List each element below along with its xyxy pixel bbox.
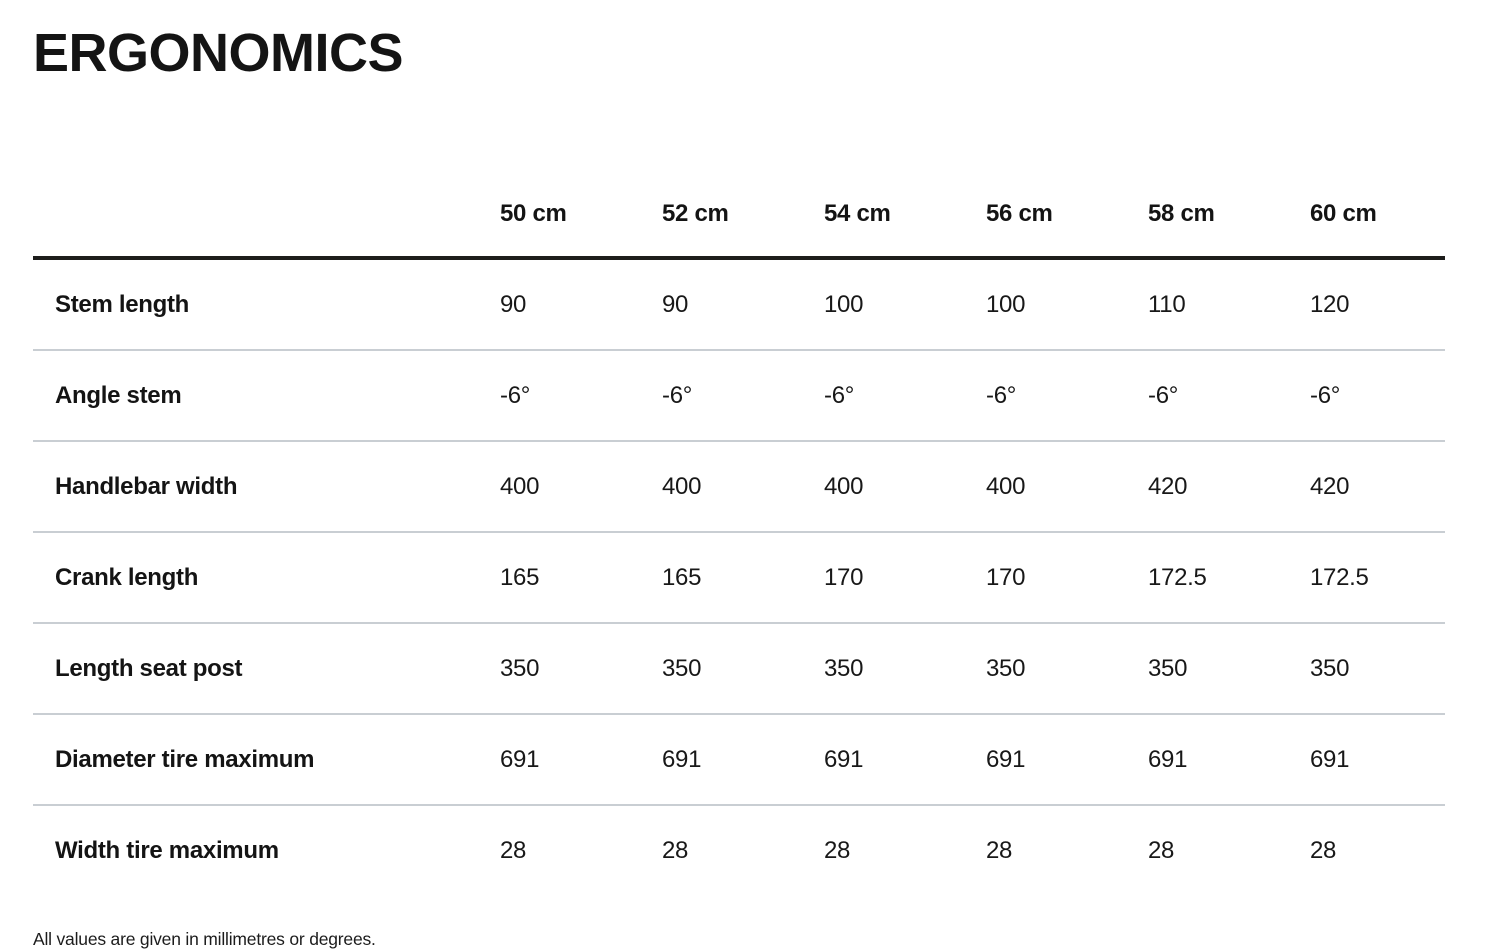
header-size-50: 50 cm — [498, 142, 660, 261]
spec-value: 691 — [1308, 714, 1445, 807]
row-label: Stem length — [33, 258, 498, 352]
spec-value: -6° — [498, 350, 660, 443]
spec-value: 350 — [1146, 623, 1308, 716]
spec-value: 691 — [822, 714, 984, 807]
header-size-52: 52 cm — [660, 142, 822, 261]
spec-value: 100 — [822, 258, 984, 352]
spec-value: 691 — [498, 714, 660, 807]
row-label: Handlebar width — [33, 441, 498, 534]
row-label: Width tire maximum — [55, 836, 279, 864]
spec-value: 350 — [984, 623, 1146, 716]
page-title: ERGONOMICS — [33, 23, 404, 83]
spec-value: -6° — [660, 350, 822, 443]
spec-value: 420 — [1146, 441, 1308, 534]
spec-value: 170 — [822, 532, 984, 625]
spec-value: 28 — [986, 836, 1013, 864]
table-row-handlebar-width: Handlebar width 400 400 400 400 420 420 — [33, 441, 1445, 534]
table-row-width-tire-maximum: Width tire maximum 28 28 28 28 28 28 — [33, 805, 1445, 895]
spec-value: 350 — [498, 623, 660, 716]
spec-value: 172.5 — [1308, 532, 1445, 625]
spec-value: 28 — [1310, 836, 1337, 864]
spec-value: 691 — [984, 714, 1146, 807]
spec-value: 350 — [1308, 623, 1445, 716]
spec-value: 400 — [660, 441, 822, 534]
row-label: Angle stem — [33, 350, 498, 443]
table-header-row: 50 cm 52 cm 54 cm 56 cm 58 cm 60 cm — [33, 142, 1445, 261]
spec-value: 420 — [1308, 441, 1445, 534]
spec-value: 28 — [500, 836, 527, 864]
table-row-crank-length: Crank length 165 165 170 170 172.5 172.5 — [33, 532, 1445, 625]
spec-value: 28 — [662, 836, 689, 864]
table-row-angle-stem: Angle stem -6° -6° -6° -6° -6° -6° — [33, 350, 1445, 443]
spec-value: 350 — [822, 623, 984, 716]
spec-value: 28 — [1148, 836, 1175, 864]
spec-value: 165 — [498, 532, 660, 625]
spec-value: 28 — [824, 836, 851, 864]
row-label: Length seat post — [33, 623, 498, 716]
header-size-56: 56 cm — [984, 142, 1146, 261]
spec-value: 120 — [1308, 258, 1445, 352]
spec-value: 400 — [984, 441, 1146, 534]
spec-value: 165 — [660, 532, 822, 625]
spec-value: -6° — [822, 350, 984, 443]
header-size-58: 58 cm — [1146, 142, 1308, 261]
table-row-diameter-tire-maximum: Diameter tire maximum 691 691 691 691 69… — [33, 714, 1445, 807]
spec-value: 172.5 — [1146, 532, 1308, 625]
header-size-60: 60 cm — [1308, 142, 1445, 261]
spec-value: 400 — [822, 441, 984, 534]
table-row-stem-length: Stem length 90 90 100 100 110 120 — [33, 258, 1445, 352]
spec-value: -6° — [1308, 350, 1445, 443]
ergonomics-table: 50 cm 52 cm 54 cm 56 cm 58 cm 60 cm Stem… — [33, 142, 1445, 895]
spec-value: 350 — [660, 623, 822, 716]
spec-value: 691 — [660, 714, 822, 807]
units-footnote: All values are given in millimetres or d… — [33, 929, 376, 950]
spec-value: 100 — [984, 258, 1146, 352]
spec-value: 90 — [660, 258, 822, 352]
spec-value: 400 — [498, 441, 660, 534]
spec-value: 110 — [1146, 258, 1308, 352]
spec-value: -6° — [1146, 350, 1308, 443]
row-label: Crank length — [33, 532, 498, 625]
spec-value: 691 — [1146, 714, 1308, 807]
table-row-length-seat-post: Length seat post 350 350 350 350 350 350 — [33, 623, 1445, 716]
spec-value: 170 — [984, 532, 1146, 625]
row-label: Diameter tire maximum — [33, 714, 498, 807]
header-empty-cell — [33, 142, 498, 261]
spec-value: -6° — [984, 350, 1146, 443]
spec-value: 90 — [498, 258, 660, 352]
header-size-54: 54 cm — [822, 142, 984, 261]
